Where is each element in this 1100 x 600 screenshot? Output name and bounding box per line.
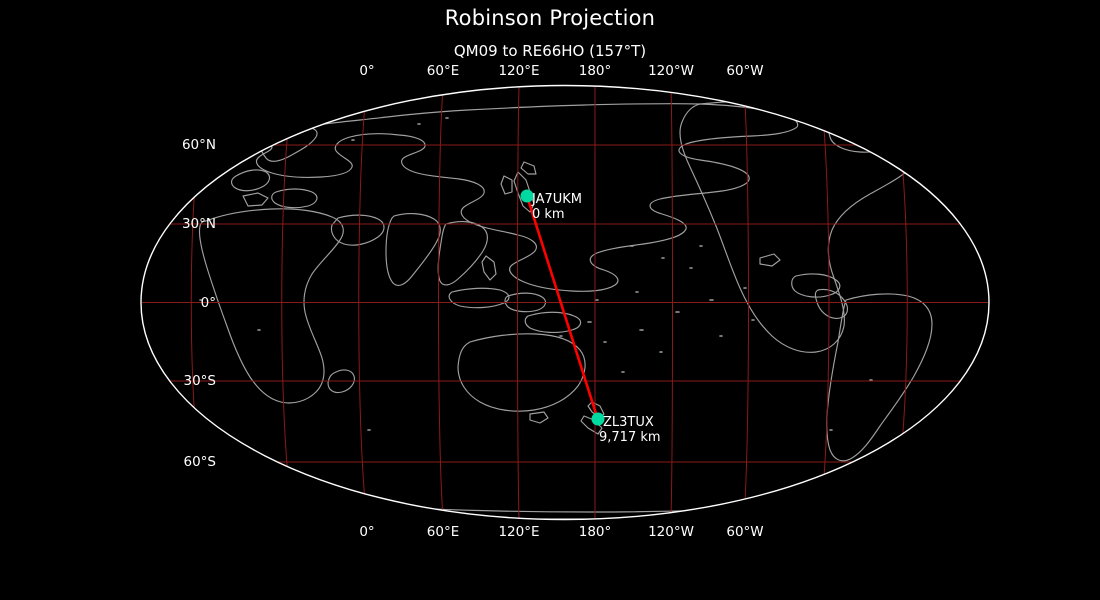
page-subtitle: QM09 to RE66HO (157°T) <box>453 42 647 60</box>
lat-label-60s: 60°S <box>183 454 217 470</box>
coastline-indochina <box>437 221 488 286</box>
coastline-central-america <box>814 288 849 319</box>
station-distance-origin: 0 km <box>532 207 565 223</box>
lon-label-top-180: 180° <box>578 63 612 79</box>
lon-label-bottom-180: 180° <box>578 524 612 540</box>
coastline-greenland <box>828 117 909 153</box>
lat-label-60n: 60°N <box>181 137 216 153</box>
station-distance-destination: 9,717 km <box>599 430 661 446</box>
coastline-hokkaido <box>520 161 537 175</box>
meridian-0 <box>358 87 368 518</box>
station-callout-destination: ZL3TUX 9,717 km <box>599 415 661 446</box>
meridian-120e <box>517 86 520 519</box>
lon-label-top-60e: 60°E <box>426 63 460 79</box>
coastline-india <box>385 213 441 286</box>
lon-label-bottom-60e: 60°E <box>426 524 460 540</box>
great-circle-path[interactable] <box>525 194 600 422</box>
coastline-korea <box>500 175 513 195</box>
coastline-madagascar <box>327 369 355 394</box>
coastline-sulawesi <box>504 292 547 313</box>
coastline-australia <box>457 333 586 412</box>
page-title: Robinson Projection <box>444 6 656 30</box>
lon-label-top-0: 0° <box>359 63 375 79</box>
station-callout-origin: JA7UKM 0 km <box>532 192 582 223</box>
lat-label-0: 0° <box>200 294 216 311</box>
lon-label-top-120w: 120°W <box>648 63 694 79</box>
coastline-japan <box>513 171 535 213</box>
coastline-antarctic-peninsula <box>783 485 839 505</box>
lon-label-top-60w: 60°W <box>726 63 764 79</box>
map-border <box>140 84 990 521</box>
station-markers[interactable] <box>520 189 605 426</box>
station-callsign-origin: JA7UKM <box>532 192 583 207</box>
meridian-60e <box>438 87 444 518</box>
path-line <box>525 194 600 422</box>
coastline-iberia <box>242 192 269 207</box>
lon-label-top-120e: 120°E <box>498 63 540 79</box>
lon-label-bottom-120w: 120°W <box>648 524 694 540</box>
coastline-africa <box>198 208 344 404</box>
lat-label-30n: 30°N <box>181 216 216 232</box>
meridian-60w <box>743 87 749 518</box>
lat-label-30s: 30°S <box>183 373 217 389</box>
coastline-arabia <box>330 214 385 246</box>
coastline-mediterranean <box>271 188 318 209</box>
coastline-philippines <box>481 255 497 281</box>
lon-label-bottom-0: 0° <box>359 524 375 540</box>
coastline-new-guinea <box>524 311 582 334</box>
meridian-120w <box>670 86 673 519</box>
lon-label-bottom-60w: 60°W <box>726 524 764 540</box>
coastline-caribbean <box>791 273 841 298</box>
lon-label-bottom-120e: 120°E <box>498 524 540 540</box>
meridian-0-east <box>819 90 830 515</box>
station-marker-destination[interactable] <box>591 412 605 426</box>
coastline-tasmania <box>529 411 549 424</box>
coastline-british-isles <box>230 169 271 192</box>
coastline-south-america <box>826 293 933 462</box>
station-marker-origin[interactable] <box>520 189 534 203</box>
pacific-islands <box>199 117 873 431</box>
coastline-florida <box>759 253 781 267</box>
coastlines <box>151 99 979 520</box>
station-callsign-destination: ZL3TUX <box>603 415 654 430</box>
